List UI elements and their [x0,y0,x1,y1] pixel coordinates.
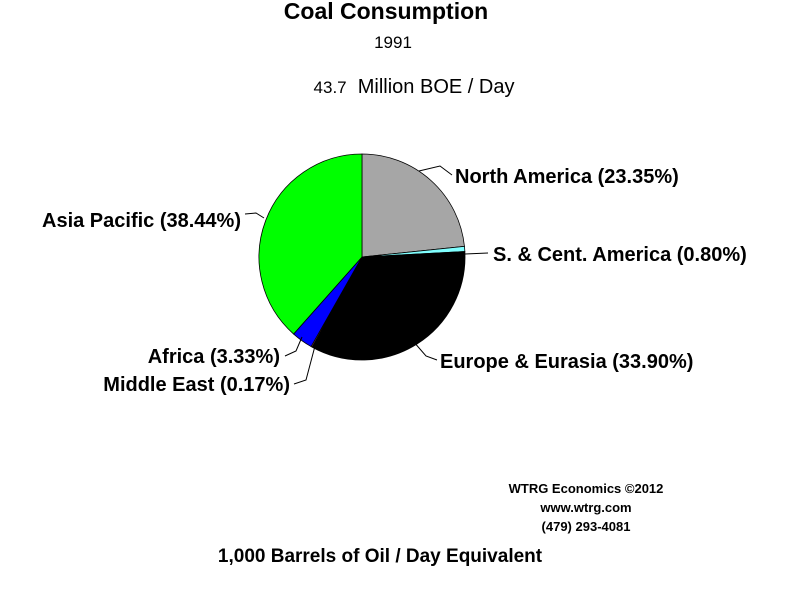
total-consumption: 43.7 Million BOE / Day [0,76,800,99]
pie-slice-asia-pacific [258,153,363,335]
slice-label-asia-pacific: Asia Pacific (38.44%) [42,210,241,232]
slice-label-north-america: North America (23.35%) [455,166,679,188]
pie-slice-north-america [361,153,465,258]
credit-line-phone: (479) 293-4081 [541,519,631,534]
total-unit: Million BOE / Day [357,76,515,98]
chart-footer: 1,000 Barrels of Oil / Day Equivalent [217,546,543,567]
slice-label-s-cent-america: S. & Cent. America (0.80%) [493,244,747,266]
slice-label-africa: Africa (3.33%) [148,346,280,368]
chart-subtitle: 1991 [374,33,412,52]
chart-title: Coal Consumption [283,0,489,24]
credit-line-company: WTRG Economics ©2012 [508,481,664,496]
slice-label-europe-eurasia: Europe & Eurasia (33.90%) [440,351,693,373]
leader-line-africa [284,336,303,357]
leader-line-europe-eurasia [412,340,438,361]
credits: WTRG Economics ©2012 www.wtrg.com (479) … [509,479,741,536]
leader-line-s-cent-america [464,252,489,255]
total-value: 43.7 [313,78,347,97]
slice-label-middle-east: Middle East (0.17%) [103,374,290,396]
leader-line-north-america [418,165,453,176]
leader-line-middle-east [293,345,316,385]
credit-line-website: www.wtrg.com [540,500,632,515]
leader-line-asia-pacific [244,212,265,219]
